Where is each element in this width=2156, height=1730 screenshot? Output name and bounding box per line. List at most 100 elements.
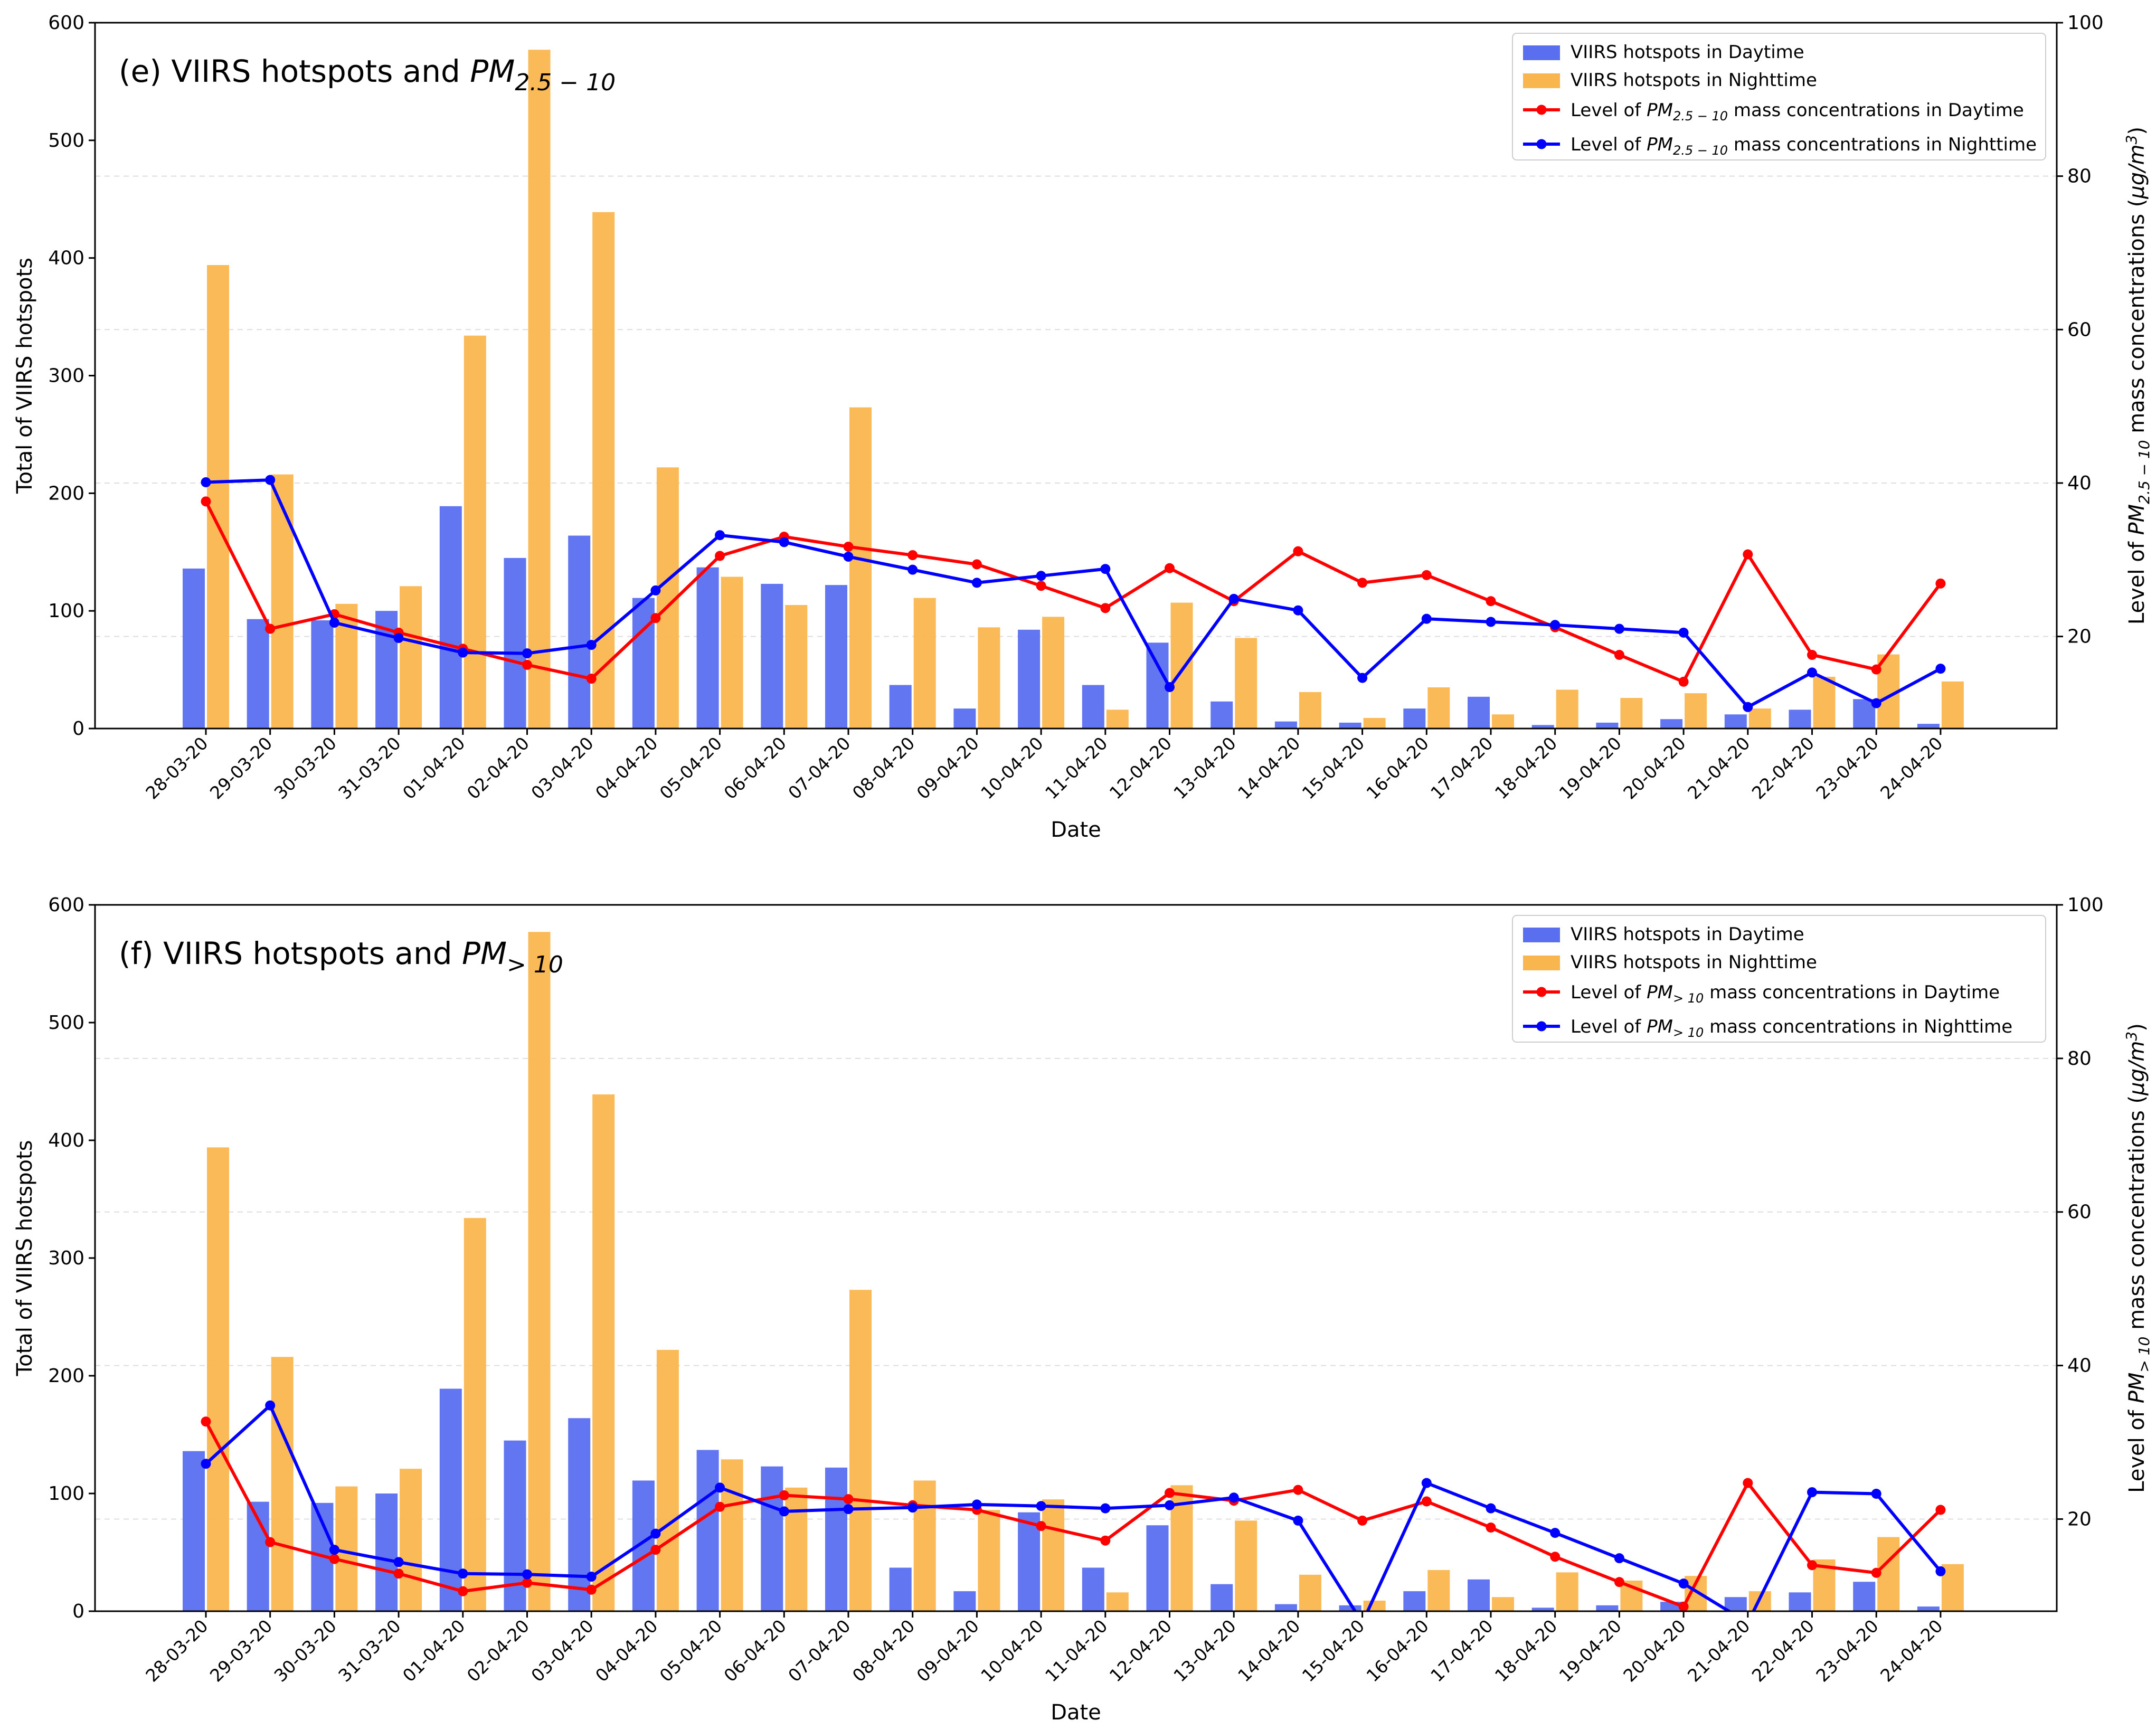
legend-box [1512,33,2046,160]
pm-nighttime-point [1935,664,1946,674]
pm-daytime-point [1100,603,1111,613]
legend-swatch-nighttime-bar [1523,956,1560,970]
bar-nighttime [1299,692,1321,729]
pm-nighttime-point [907,1502,918,1513]
date-tick-label: 01-04-20 [399,1615,469,1686]
bar-daytime [1660,719,1683,729]
pm-nighttime-point [1100,1503,1111,1514]
pm-daytime-point [1614,1577,1624,1587]
right-axis-title: Level of PM> 10 mass concentrations (μg/… [2123,1023,2153,1493]
chart-panel-f: 0 100 200 300 400 500 600 20 40 60 80 100 28-03-2029… [13,894,2153,1725]
legend-marker-nighttime-line [1536,1021,1547,1032]
pm-nighttime-point [586,640,597,650]
pm-nighttime-point [779,537,789,547]
bar-daytime [247,619,269,729]
pm-nighttime-point [1293,1515,1303,1526]
left-tick-label: 0 [72,1601,84,1622]
pm-nighttime-point [1293,605,1303,616]
bar-daytime [1531,1608,1554,1611]
pm-daytime-point [1293,1485,1303,1495]
bar-nighttime [721,1459,743,1611]
bar-daytime [1596,1605,1619,1611]
pm-daytime-point [265,623,276,634]
legend-marker-daytime-line [1536,105,1547,115]
pm-nighttime-point [1357,673,1368,683]
right-tick-label: 60 [2067,319,2092,341]
pm-daytime-point [1743,1478,1753,1488]
pm-daytime-point [1486,596,1496,607]
bar-nighttime [849,407,872,729]
date-tick-label: 09-04-20 [913,1615,983,1686]
bar-daytime [761,1466,783,1611]
bar-nighttime [1427,1570,1450,1611]
date-tick-label: 28-03-20 [141,733,212,803]
pm-daytime-point [265,1537,276,1547]
left-axis-title: Total of VIIRS hotspots [13,258,37,494]
left-tick-label: 0 [72,718,84,740]
bar-daytime [1146,1525,1169,1611]
pm-daytime-point [1100,1535,1111,1546]
bar-nighttime [656,1349,679,1611]
bar-nighttime [592,212,615,729]
pm-daytime-point [1357,1515,1368,1526]
pm-nighttime-point [522,1569,532,1580]
bar-nighttime [1427,687,1450,729]
date-tick-label: 21-04-20 [1684,1615,1754,1686]
pm-nighttime-point [329,617,339,628]
bar-daytime [889,685,912,729]
pm-nighttime-point [1871,1488,1881,1499]
pm-nighttime-point [522,648,532,659]
left-tick-label: 500 [48,130,84,152]
pm-nighttime-point [393,633,404,644]
date-tick-label: 18-04-20 [1491,733,1561,803]
pm-daytime-point [1935,578,1946,589]
bar-daytime [1468,1579,1490,1611]
chart-panel-e: 0 100 200 300 400 500 600 20 40 60 80 100 28-03-2029… [13,12,2153,842]
pm-nighttime-point [715,530,725,541]
pm-nighttime-point [1421,613,1432,624]
bar-daytime [568,1418,591,1611]
pm-daytime-point [843,1494,854,1505]
legend: VIIRS hotspots in Daytime VIIRS hotspots … [1512,915,2046,1043]
date-tick-label: 02-04-20 [463,733,533,803]
date-tick-label: 20-04-20 [1619,1615,1689,1686]
bar-daytime [504,557,526,729]
pm-nighttime-point [907,564,918,575]
bar-nighttime [913,598,936,729]
date-tick-label: 12-04-20 [1105,1615,1176,1686]
pm-nighttime-point [1036,571,1046,581]
right-tick-label: 80 [2067,166,2092,187]
right-tick-label: 20 [2067,626,2092,648]
pm-daytime-point [1743,549,1753,560]
legend: VIIRS hotspots in Daytime VIIRS hotspots … [1512,33,2046,160]
panel-title: (f) VIIRS hotspots and PM> 10 [119,935,563,978]
date-tick-label: 31-03-20 [334,733,404,803]
date-tick-label: 14-04-20 [1234,733,1304,803]
bar-daytime [1853,1582,1876,1611]
date-tick-label: 04-04-20 [591,1615,661,1686]
pm-daytime-point [329,1554,339,1564]
left-tick-label: 600 [48,894,84,916]
pm-daytime-point [201,1416,211,1427]
bar-nighttime [1106,710,1129,729]
bar-nighttime [592,1094,615,1611]
date-tick-label: 11-04-20 [1041,1615,1111,1686]
date-tick-label: 10-04-20 [977,1615,1047,1686]
date-tick-label: 09-04-20 [913,733,983,803]
bar-nighttime [1556,1572,1578,1611]
pm-nighttime-point [201,477,211,488]
bar-daytime [1531,725,1554,729]
pm-nighttime-point [1486,1503,1496,1514]
pm-nighttime-point [1165,1500,1175,1510]
pm-nighttime-point [1807,667,1817,678]
pm-daytime-point [1807,649,1817,660]
pm-nighttime-point [843,1504,854,1515]
bar-daytime [889,1567,912,1611]
pm-daytime-line [204,500,1942,684]
date-tick-label: 03-04-20 [527,1615,597,1686]
date-tick-label: 07-04-20 [784,1615,854,1686]
bar-daytime [825,585,847,729]
pm-nighttime-point [1678,627,1689,638]
bar-nighttime [400,1469,422,1611]
